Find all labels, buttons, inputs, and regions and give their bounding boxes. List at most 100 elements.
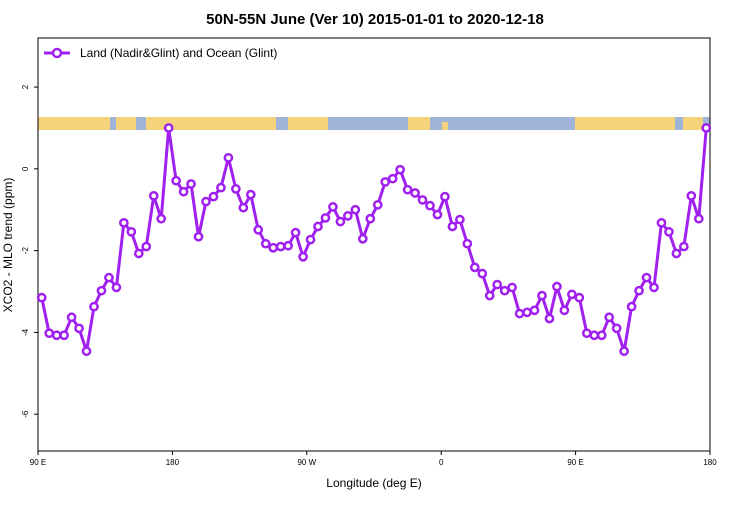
data-point: [201, 196, 211, 207]
x-axis-label: Longitude (deg E): [326, 476, 421, 490]
data-point: [365, 213, 376, 224]
data-point: [455, 214, 465, 225]
data-point: [320, 213, 331, 223]
data-point: [529, 305, 540, 316]
data-point: [372, 199, 383, 210]
data-point: [298, 251, 308, 262]
data-point: [484, 290, 495, 301]
data-point: [596, 330, 607, 341]
data-point: [671, 248, 682, 259]
x-tick-label: 90 E: [567, 458, 583, 467]
data-point: [357, 233, 368, 244]
data-point: [514, 308, 525, 319]
data-point: [96, 285, 107, 296]
data-point: [36, 292, 47, 303]
data-point: [499, 285, 510, 296]
data-point: [432, 209, 443, 220]
data-point: [126, 226, 137, 237]
data-point: [343, 211, 353, 221]
data-point: [81, 346, 92, 357]
data-point: [208, 191, 219, 202]
data-point: [104, 272, 114, 283]
data-point: [477, 268, 488, 279]
data-point: [119, 217, 129, 228]
y-tick-label: 0: [21, 166, 30, 171]
data-point: [619, 346, 629, 357]
data-point: [328, 202, 338, 212]
data-point: [133, 248, 144, 259]
data-point: [469, 262, 480, 273]
data-point: [574, 292, 585, 303]
data-point: [89, 301, 99, 312]
data-point: [679, 241, 689, 252]
data-point: [626, 301, 637, 312]
data-point: [163, 123, 174, 133]
data-point: [581, 328, 592, 339]
data-point: [552, 281, 562, 292]
data-point: [537, 290, 547, 301]
legend-marker: [51, 47, 63, 59]
data-point: [253, 224, 264, 235]
data-point: [245, 189, 256, 200]
chart-title: 50N-55N June (Ver 10) 2015-01-01 to 2020…: [206, 11, 544, 28]
data-point: [193, 231, 204, 242]
legend-label: Land (Nadir&Glint) and Ocean (Glint): [80, 46, 277, 60]
data-point: [66, 312, 77, 323]
data-point: [402, 184, 413, 195]
data-point: [59, 330, 69, 341]
x-tick-label: 90 W: [297, 458, 316, 467]
data-point: [231, 184, 241, 194]
data-point: [395, 164, 405, 175]
data-point: [283, 240, 293, 251]
data-point: [305, 234, 316, 245]
y-tick-label: -6: [21, 410, 30, 418]
x-tick-label: 180: [166, 458, 180, 467]
data-point: [171, 175, 181, 186]
y-tick-label: 2: [21, 84, 30, 89]
data-point: [387, 173, 398, 184]
data-point: [604, 312, 615, 323]
data-point: [238, 202, 249, 213]
data-point: [350, 204, 361, 215]
data-point: [156, 213, 167, 224]
data-point: [111, 282, 122, 293]
y-tick-label: -2: [21, 247, 30, 255]
data-point: [492, 279, 503, 290]
data-point: [335, 216, 346, 227]
data-point: [611, 323, 622, 334]
data-point: [440, 191, 450, 202]
data-point: [380, 177, 391, 187]
data-point: [178, 186, 189, 197]
data-point: [686, 190, 697, 201]
data-point: [544, 313, 555, 324]
data-point: [447, 221, 458, 232]
y-tick-label: -4: [21, 328, 30, 336]
data-point: [275, 241, 286, 252]
plot-frame: [37, 37, 711, 452]
data-point: [141, 241, 152, 252]
map-strip: [38, 117, 710, 130]
data-point: [44, 328, 55, 339]
y-axis-label: XCO2 - MLO trend (ppm): [1, 178, 15, 313]
data-point: [693, 213, 704, 224]
data-point: [290, 227, 301, 238]
data-point: [186, 179, 196, 189]
data-point: [268, 242, 279, 253]
data-point: [701, 123, 712, 133]
data-point: [559, 305, 570, 316]
data-point: [148, 190, 159, 201]
data-point: [522, 307, 532, 318]
data-point: [410, 188, 420, 198]
x-tick-label: 180: [703, 458, 717, 467]
data-point: [74, 323, 84, 334]
data-point: [425, 200, 435, 211]
data-point: [223, 152, 234, 163]
x-tick-label: 0: [439, 458, 444, 467]
data-point: [664, 226, 674, 237]
data-point: [507, 282, 517, 293]
data-point: [589, 330, 600, 341]
data-point: [313, 221, 323, 232]
x-tick-label: 90 E: [30, 458, 46, 467]
data-point: [216, 182, 226, 193]
